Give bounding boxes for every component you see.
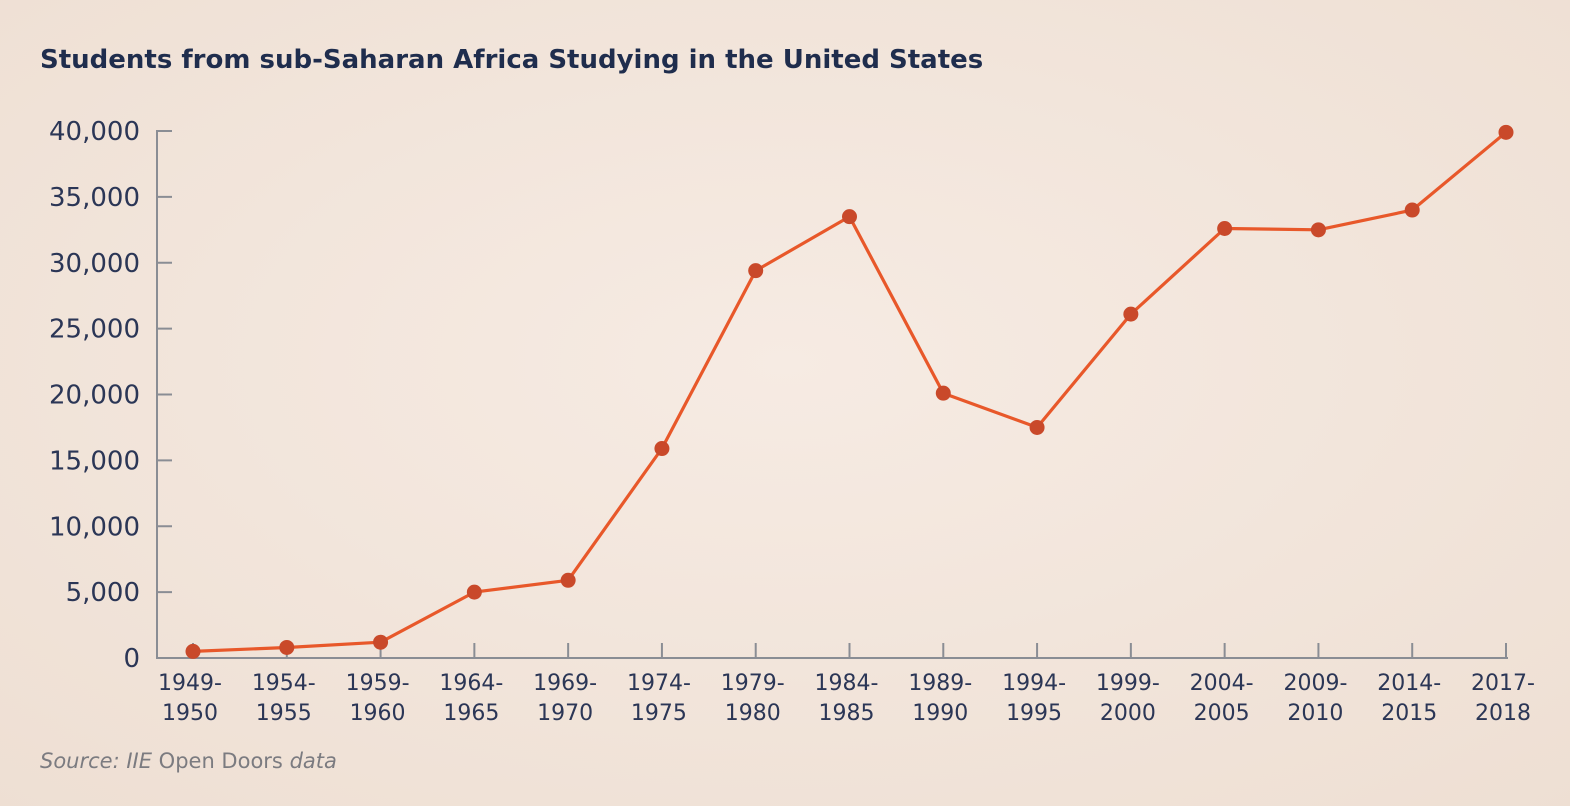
x-tick-label: 1974-1975 <box>627 671 691 726</box>
axes <box>156 130 1508 659</box>
x-tick-label: 1949-1950 <box>158 671 222 726</box>
source-publication: Open Doors <box>159 749 283 773</box>
x-tick-label: 1984-1985 <box>815 671 879 726</box>
y-tick-label: 15,000 <box>49 446 140 476</box>
y-tick-label: 40,000 <box>49 117 140 147</box>
data-point <box>748 263 764 279</box>
y-tick-label: 5,000 <box>66 578 140 608</box>
series <box>185 124 1514 659</box>
x-tick-label: 1969-1970 <box>533 671 597 726</box>
x-tick-label: 2009-2010 <box>1283 671 1347 726</box>
data-point <box>654 441 670 457</box>
x-tick-label: 1999-2000 <box>1096 671 1160 726</box>
data-point <box>279 639 295 655</box>
data-point <box>935 385 951 401</box>
x-tick-label: 1989-1990 <box>908 671 972 726</box>
y-tick-labels: 0 5,000 10,000 15,000 20,000 25,000 30,000 35,0… <box>49 117 140 674</box>
x-tick-label: 1954-1955 <box>252 671 316 726</box>
y-tick-label: 30,000 <box>49 249 140 279</box>
y-tick-label: 0 <box>123 644 140 674</box>
source-note: Source: IIE Open Doors data <box>40 749 337 773</box>
x-tick-label: 2017-2018 <box>1471 671 1535 726</box>
x-tick-labels: 1949-1950 1954-1955 1959-1960 1964-1965 1969… <box>158 671 1535 726</box>
data-point <box>1123 306 1139 322</box>
source-suffix: data <box>283 749 337 773</box>
x-tick-label: 1959-1960 <box>346 671 410 726</box>
chart-title: Students from sub-Saharan Africa Studyin… <box>40 45 983 75</box>
y-tick-label: 25,000 <box>49 315 140 345</box>
data-point <box>373 634 389 650</box>
data-point <box>466 584 482 600</box>
data-point <box>1217 220 1233 236</box>
data-point <box>560 572 576 588</box>
y-tick-label: 20,000 <box>49 381 140 411</box>
y-tick-label: 10,000 <box>49 512 140 542</box>
x-tick-label: 2014-2015 <box>1377 671 1441 726</box>
data-point <box>1310 222 1326 238</box>
data-point <box>1404 202 1420 218</box>
y-tick-label: 35,000 <box>49 183 140 213</box>
data-point <box>1498 124 1514 140</box>
data-point <box>1029 419 1045 435</box>
data-point <box>185 643 201 659</box>
data-point <box>842 209 857 225</box>
x-tick-label: 2004-2005 <box>1190 671 1254 726</box>
x-tick-label: 1964-1965 <box>439 671 503 726</box>
x-tick-label: 1979-1980 <box>721 671 785 726</box>
x-tick-label: 1994-1995 <box>1002 671 1066 726</box>
source-prefix: Source: IIE <box>40 749 159 773</box>
